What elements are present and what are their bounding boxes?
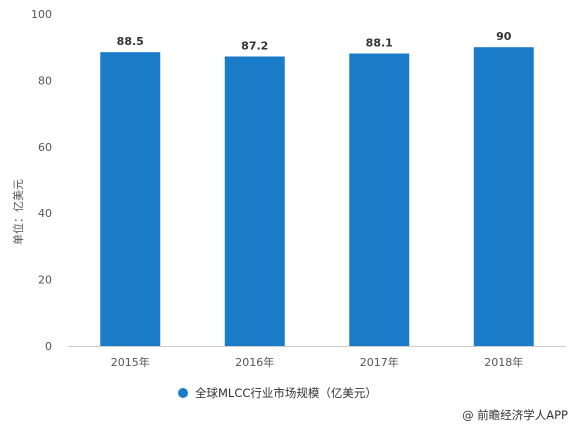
y-tick-label: 80 <box>38 74 52 87</box>
y-tick-label: 100 <box>31 8 52 21</box>
source-watermark: @ 前瞻经济学人APP <box>462 408 568 422</box>
legend-label: 全球MLCC行业市场规模（亿美元） <box>195 386 377 400</box>
y-axis-label: 单位：亿美元 <box>11 179 25 245</box>
x-tick-label: 2016年 <box>235 355 274 369</box>
x-tick-label: 2015年 <box>111 355 150 369</box>
bar-value-label: 88.1 <box>366 37 393 50</box>
legend-swatch <box>178 388 188 398</box>
x-axis-ticks: 2015年 2016年 2017年 2018年 <box>111 355 524 369</box>
bar-value-label: 88.5 <box>117 35 144 48</box>
bar <box>224 56 285 346</box>
x-tick-label: 2017年 <box>360 355 399 369</box>
bars: 88.5 87.2 88.1 90 <box>100 30 534 347</box>
y-tick-label: 40 <box>38 207 52 220</box>
bar <box>349 53 410 347</box>
x-tick-label: 2018年 <box>484 355 523 369</box>
y-tick-label: 0 <box>45 340 52 353</box>
legend: 全球MLCC行业市场规模（亿美元） <box>178 385 377 401</box>
bar-value-label: 90 <box>496 30 512 43</box>
y-tick-label: 20 <box>38 274 52 287</box>
bar-value-label: 87.2 <box>241 39 268 52</box>
bar <box>100 52 161 347</box>
y-axis-ticks: 0 20 40 60 80 100 <box>31 8 52 353</box>
y-tick-label: 60 <box>38 141 52 154</box>
bar-chart: 单位：亿美元 0 20 40 60 80 100 88.5 87.2 88.1 90 2015年… <box>11 8 566 369</box>
bar <box>473 47 534 346</box>
